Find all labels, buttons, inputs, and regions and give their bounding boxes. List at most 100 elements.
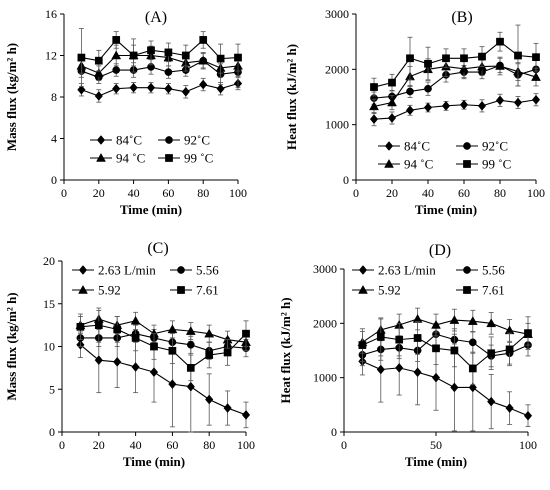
panel-c: 0 20 40 60 80 100 0 5 10 15 20 Time (min) Mass flux … [4, 240, 255, 469]
panel-a-data-point [93, 68, 104, 77]
panel-c-y-tick-label: 20 [43, 254, 55, 268]
panel-d-x-tick-label: 0 [341, 438, 347, 452]
panel-d-legend-label: 5.56 [482, 263, 505, 278]
panel-a-y-tick-label: 0 [51, 173, 57, 187]
panel-a-data-point [199, 79, 208, 90]
panel-b-legend: 84˚C 92˚C 94 ˚C 99 ˚C [378, 139, 511, 172]
panel-c-data-point [113, 357, 122, 367]
panel-a-series-84-c [77, 76, 243, 103]
panel-a-legend-marker [165, 154, 173, 162]
panel-b-series-84-c [369, 93, 541, 127]
panel-c-data-point [94, 321, 103, 329]
panel-a-data-point [199, 36, 208, 44]
panel-c-data-point [241, 410, 251, 420]
panel-c-data-point [204, 328, 215, 338]
panel-b-y-tick-label: 0 [343, 173, 349, 187]
panel-c-legend-label: 2.63 L/min [98, 263, 156, 278]
panel-a-x-tick-label: 20 [93, 186, 105, 200]
panel-d-data-point [358, 341, 367, 349]
panel-b-data-point [424, 59, 432, 68]
panel-d-data-point [505, 345, 514, 354]
panel-c-x-tick-label: 20 [93, 438, 105, 452]
panel-d-data-point [376, 333, 385, 341]
panel-d-data-point [413, 367, 422, 378]
panel-a-data-point [111, 50, 122, 60]
panel-a-series-line [81, 82, 239, 97]
panel-a-data-point [129, 82, 138, 93]
panel-c-series-line [80, 318, 247, 343]
panel-a-x-axis-label: Time (min) [120, 202, 182, 217]
panel-d-data-point [376, 364, 385, 375]
panel-c-series-5-92 [75, 310, 251, 352]
panel-b-data-point [495, 61, 505, 70]
panel-a-y-tick-label: 8 [51, 90, 57, 104]
panel-d-data-point [450, 382, 459, 393]
panel-d-data-point [431, 319, 441, 329]
panel-c-data-point [149, 367, 159, 378]
panel-d-series-5-56 [358, 322, 532, 368]
panel-c-x-tick-label: 40 [130, 438, 142, 452]
panel-b-data-point [369, 114, 379, 125]
panel-a-data-point [216, 54, 225, 63]
panel-a-legend-marker [165, 136, 173, 144]
panel-d-data-point [431, 372, 441, 383]
panel-d-y-tick-label: 3000 [313, 262, 337, 276]
panel-a: 0 20 40 60 80 100 0 4 8 12 16 Time (min) Mass flux (… [4, 7, 247, 217]
panel-c-data-point [242, 329, 250, 338]
panel-a-y-axis-label: Mass flux (kg/m² h) [4, 43, 19, 151]
panel-b-y-axis-label: Heat flux (kJ/m² h) [284, 44, 299, 150]
panel-d-data-point [395, 335, 404, 344]
panel-a-x-tick-label: 0 [61, 186, 67, 200]
panel-b-data-point [387, 97, 397, 107]
panel-b-legend-label: 99 ˚C [482, 157, 511, 172]
panel-b-data-point [388, 78, 396, 87]
panel-d-legend-marker [463, 266, 471, 274]
panel-c-legend-marker [177, 286, 185, 294]
panel-d-data-point [523, 410, 533, 421]
panel-a-data-point [112, 83, 121, 94]
panel-d-data-point [468, 382, 477, 393]
panel-b-legend-label: 84˚C [404, 139, 430, 154]
panel-c-x-tick-label: 80 [203, 438, 215, 452]
panel-c-legend-label: 7.61 [196, 283, 219, 298]
panel-d-data-point [432, 344, 440, 353]
panel-c-data-point [186, 340, 195, 349]
panel-b-x-tick-label: 80 [494, 186, 506, 200]
panel-d-y-tick-label: 0 [331, 425, 337, 439]
panel-b-data-point [387, 113, 397, 123]
panel-d-x-tick-label: 50 [430, 438, 442, 452]
panel-d-legend-marker [358, 284, 368, 294]
panel-b-y-tick-label: 2000 [325, 62, 349, 76]
panel-c-series-line [80, 333, 247, 352]
panel-a-data-point [94, 56, 103, 65]
panel-d-legend: 2.63 L/min 5.56 5.92 7.61 [352, 263, 505, 298]
panel-a-x-tick-label: 40 [128, 186, 140, 200]
panel-c-data-point [186, 381, 195, 392]
panel-c-y-tick-label: 5 [49, 382, 55, 396]
panel-a-x-tick-label: 60 [162, 186, 174, 200]
panel-b-legend-label: 92˚C [482, 139, 508, 154]
panel-b-legend-marker [463, 142, 471, 150]
panel-a-series-99-c [77, 28, 242, 88]
panel-b-data-point [531, 94, 541, 105]
panel-c-title: (C) [147, 240, 168, 257]
panel-c-data-point [167, 324, 178, 334]
panel-b-x-tick-label: 0 [353, 186, 359, 200]
panel-a-data-point [164, 68, 173, 76]
panel-d-data-point [468, 338, 477, 347]
panel-c-data-point [76, 322, 85, 331]
panel-b-data-point [369, 101, 379, 111]
panel-c-data-point [205, 351, 214, 359]
panel-a-data-point [112, 66, 121, 74]
panel-c-legend-label: 5.56 [196, 263, 219, 278]
panel-d-legend-label: 2.63 L/min [378, 263, 436, 278]
panel-c-data-point [131, 362, 140, 372]
panel-b-series-line [373, 65, 537, 107]
panel-a-data-point [77, 84, 86, 95]
panel-d-data-point [467, 316, 478, 325]
panel-c-x-tick-label: 0 [59, 438, 65, 452]
panel-a-data-point [164, 83, 173, 94]
panel-b-data-point [460, 54, 468, 63]
